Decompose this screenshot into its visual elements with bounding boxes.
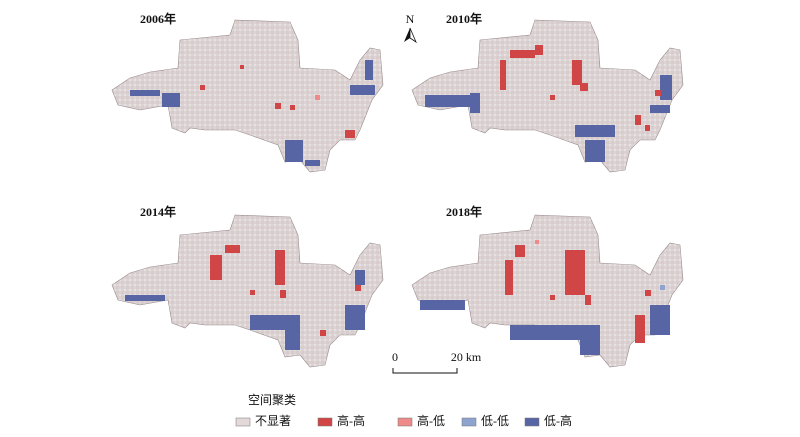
legend: 不显著 高-高 高-低 低-低 低-高 <box>235 413 572 428</box>
scale-bar: 0 20 km <box>392 350 482 374</box>
cluster-patch <box>355 285 361 291</box>
cluster-patch <box>240 65 244 69</box>
cluster-patch <box>470 93 480 113</box>
scale-end: 20 km <box>451 350 482 364</box>
cluster-patch <box>505 260 513 295</box>
cluster-patch <box>575 125 615 137</box>
map-panel <box>411 214 684 368</box>
cluster-patch <box>550 95 555 100</box>
legend-label: 低-低 <box>481 414 509 428</box>
cluster-patch <box>565 250 585 295</box>
cluster-patch <box>635 315 645 343</box>
cluster-patch <box>515 245 525 257</box>
legend-label: 高-高 <box>337 413 365 428</box>
cluster-patch <box>645 125 650 131</box>
cluster-patch <box>580 335 600 355</box>
cluster-patch <box>660 285 665 290</box>
cluster-patch <box>285 140 303 162</box>
cluster-patch <box>635 115 641 125</box>
legend-label: 高-低 <box>417 413 445 428</box>
cluster-patch <box>420 300 465 310</box>
cluster-patch <box>650 305 670 335</box>
cluster-patch <box>162 93 180 107</box>
cluster-patch <box>500 60 506 90</box>
cluster-patch <box>660 75 672 100</box>
map-panel <box>111 214 384 368</box>
region <box>111 214 384 368</box>
cluster-patch <box>585 140 605 162</box>
map-panel <box>111 19 384 173</box>
cluster-patch <box>645 290 651 296</box>
cluster-patch <box>320 330 326 336</box>
north-label: N <box>406 12 415 26</box>
cluster-patch <box>275 103 281 109</box>
legend-swatch <box>461 417 477 427</box>
scale-start: 0 <box>392 350 398 364</box>
cluster-patch <box>315 95 320 100</box>
cluster-patch <box>550 295 555 300</box>
legend-swatch <box>235 417 251 427</box>
cluster-patch <box>585 295 591 305</box>
cluster-patch <box>350 85 375 95</box>
cluster-patch <box>275 250 285 285</box>
cluster-patch <box>225 245 240 253</box>
cluster-patch <box>535 45 543 55</box>
cluster-patch <box>345 305 365 330</box>
cluster-patch <box>655 90 661 96</box>
panel-label: 2018年 <box>446 204 482 219</box>
cluster-patch <box>510 50 535 58</box>
region <box>411 214 684 368</box>
legend-swatch <box>524 417 540 427</box>
cluster-patch <box>285 330 300 350</box>
legend-title: 空间聚类 <box>248 393 296 407</box>
cluster-patch <box>250 315 300 330</box>
cluster-patch <box>130 90 160 96</box>
cluster-patch <box>290 105 295 110</box>
cluster-patch <box>355 270 365 285</box>
cluster-patch <box>425 95 470 107</box>
cluster-patch <box>210 255 222 280</box>
cluster-patch <box>580 83 588 91</box>
cluster-patch <box>572 60 582 85</box>
panel-label: 2010年 <box>446 11 482 26</box>
panel-label: 2006年 <box>140 11 176 26</box>
cluster-patch <box>345 130 355 138</box>
cluster-patch <box>250 290 255 295</box>
cluster-patch <box>650 105 670 113</box>
cluster-patch <box>535 240 539 244</box>
legend-swatch <box>317 417 333 427</box>
map-panel <box>411 19 684 173</box>
legend-swatch <box>397 417 413 427</box>
panel-label: 2014年 <box>140 204 176 219</box>
maps <box>111 19 684 368</box>
cluster-patch <box>125 295 165 301</box>
cluster-patch <box>365 60 373 80</box>
cluster-patch <box>280 290 286 298</box>
legend-label: 低-高 <box>544 413 572 428</box>
cluster-patch <box>200 85 205 90</box>
cluster-patch <box>305 160 320 166</box>
legend-label: 不显著 <box>255 414 291 428</box>
north-arrow: N <box>404 12 417 44</box>
cluster-patch <box>510 325 600 340</box>
